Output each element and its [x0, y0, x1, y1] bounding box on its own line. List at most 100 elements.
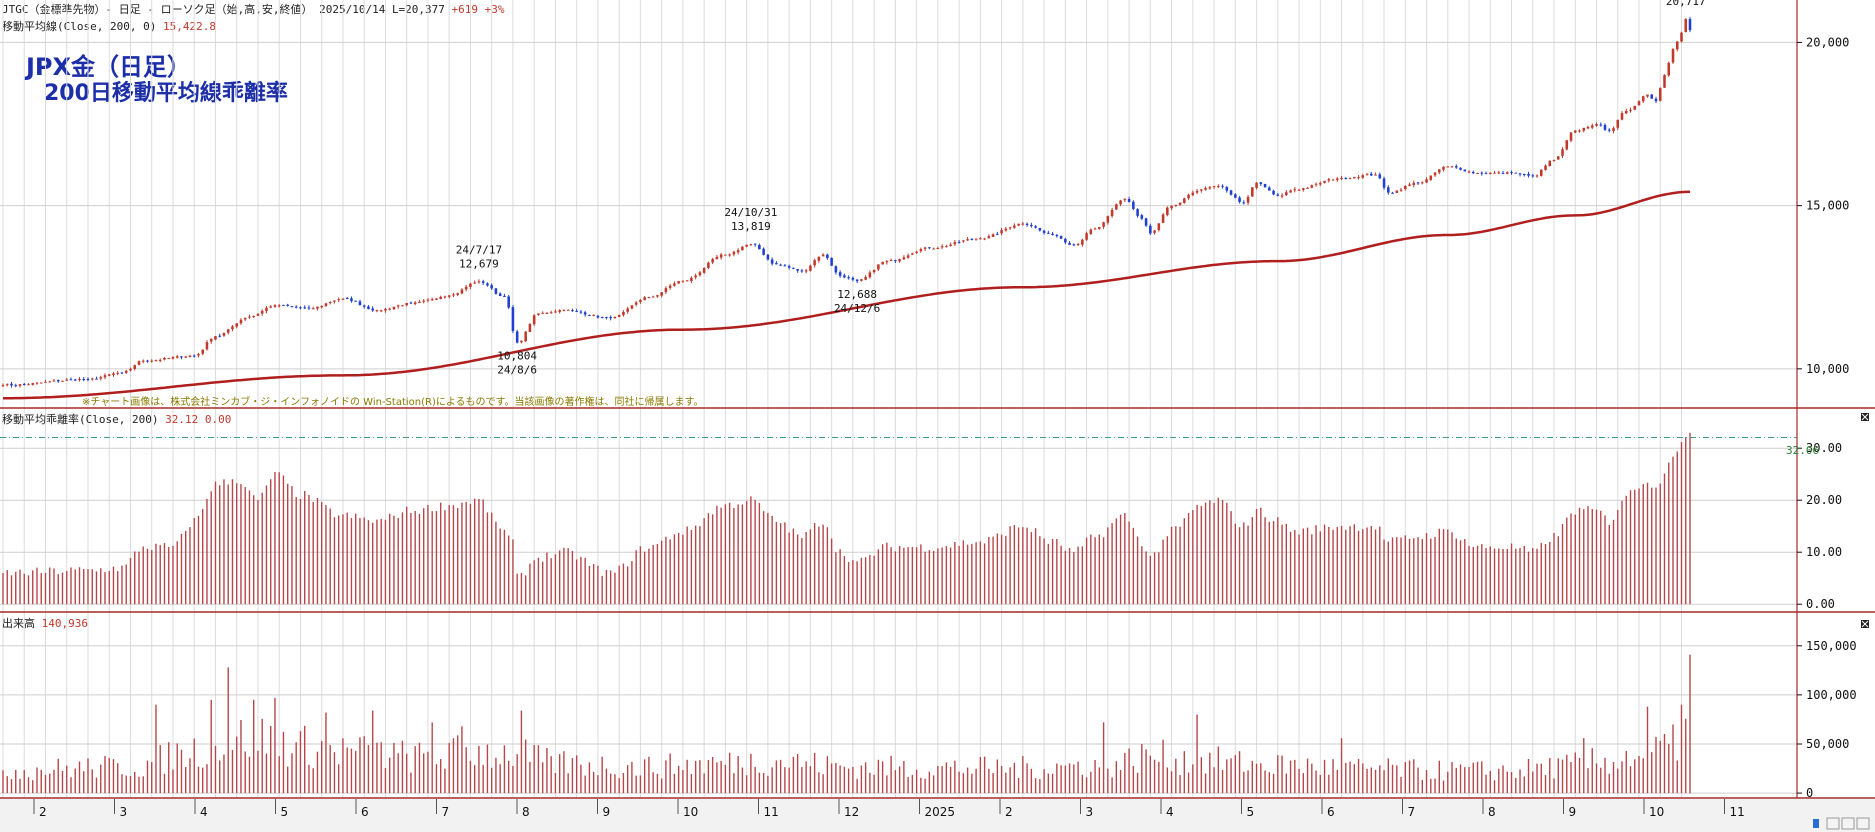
candle-body: [1620, 113, 1624, 120]
candle-body: [1008, 227, 1012, 229]
candle-body: [146, 360, 149, 362]
candle-body: [979, 238, 982, 240]
price-annotation-label: 24/8/6: [497, 364, 537, 377]
candle-body: [65, 379, 69, 381]
y-tick-label: 0.00: [1806, 597, 1835, 611]
candle-body: [915, 251, 918, 253]
fit-view-icon[interactable]: [1856, 817, 1870, 830]
candle-body: [766, 254, 770, 260]
candle-body: [1365, 174, 1369, 176]
candle-body: [18, 384, 22, 386]
candle-body: [1115, 204, 1118, 210]
candle-body: [235, 323, 238, 327]
candle-body: [1280, 195, 1284, 197]
candle-body: [1323, 180, 1326, 183]
candle-body: [1123, 199, 1127, 201]
x-tick-label: 7: [1407, 805, 1415, 819]
candle-body: [103, 375, 107, 378]
candle-body: [35, 382, 39, 384]
y-tick-label: 20,000: [1806, 35, 1849, 49]
candle-body: [881, 261, 884, 265]
candle-body: [838, 272, 842, 276]
candle-body: [1556, 156, 1560, 160]
candle-body: [1501, 172, 1505, 174]
candle-body: [613, 316, 617, 318]
candle-body: [1514, 172, 1518, 174]
x-tick-label: 9: [1568, 805, 1576, 819]
candle-body: [1374, 174, 1377, 176]
candle-body: [545, 312, 549, 314]
candle-body: [52, 380, 56, 382]
candle-body: [392, 306, 396, 310]
candle-body: [605, 317, 608, 319]
candle-body: [498, 293, 502, 296]
candle-body: [983, 238, 986, 240]
candle-body: [303, 307, 306, 309]
candle-body: [1467, 171, 1471, 173]
candle-body: [1038, 227, 1042, 231]
candle-body: [384, 308, 387, 311]
candle-body: [1000, 230, 1003, 234]
candle-body: [639, 299, 642, 303]
candle-body: [354, 300, 357, 302]
candle-body: [1561, 149, 1564, 156]
candle-body: [197, 354, 200, 356]
candle-body: [1, 385, 5, 387]
candle-body: [1212, 186, 1216, 188]
candle-body: [311, 308, 315, 310]
candle-body: [732, 251, 736, 255]
candle-body: [1183, 198, 1186, 203]
candle-body: [1582, 127, 1586, 131]
zoom-in-icon[interactable]: [1826, 817, 1840, 830]
scroll-thumb-icon[interactable]: [1813, 819, 1819, 828]
candle-body: [124, 370, 128, 373]
close-deviation-panel-icon[interactable]: [1861, 413, 1869, 421]
x-tick-label: 11: [1729, 805, 1744, 819]
candle-body: [668, 285, 672, 288]
candle-body: [1119, 200, 1122, 205]
chart-title-line-1: JPX金（日足）: [24, 53, 191, 81]
candle-body: [1489, 172, 1492, 174]
candle-body: [515, 331, 519, 343]
candle-body: [282, 304, 285, 306]
close-volume-panel-icon[interactable]: [1861, 620, 1869, 628]
candle-body: [141, 360, 145, 362]
candle-body: [1535, 175, 1539, 177]
candle-body: [456, 293, 459, 295]
price-annotation-label: 20,717: [1666, 0, 1706, 8]
candle-body: [817, 256, 821, 261]
candle-body: [1238, 197, 1241, 203]
header-line: JTGC（金標準先物）- 日足 - ローソク足（始,高,安,終値） 2025/1…: [2, 2, 505, 16]
candle-body: [626, 308, 629, 312]
candle-body: [1106, 216, 1110, 223]
candle-body: [796, 269, 799, 271]
candle-body: [350, 298, 353, 302]
candle-body: [1102, 222, 1105, 227]
candle-body: [860, 279, 863, 281]
x-tick-label: 3: [119, 805, 127, 819]
candle-body: [762, 248, 765, 255]
candle-body: [651, 296, 655, 298]
candle-body: [1484, 173, 1488, 175]
candle-body: [711, 259, 714, 263]
candle-body: [1412, 182, 1416, 185]
candle-body: [1306, 187, 1309, 189]
candle-body: [813, 260, 816, 266]
candle-body: [673, 283, 676, 286]
candle-body: [1076, 244, 1080, 246]
zoom-out-icon[interactable]: [1841, 817, 1855, 830]
candle-body: [1518, 173, 1522, 175]
candle-body: [1378, 174, 1382, 179]
candle-body: [273, 305, 277, 307]
candle-body: [367, 306, 370, 310]
candle-body: [1429, 175, 1433, 180]
candle-body: [792, 267, 795, 269]
candle-body: [69, 379, 73, 381]
candle-body: [1531, 175, 1535, 177]
candle-body: [634, 302, 638, 305]
x-tick-label: 8: [1488, 805, 1496, 819]
candle-body: [834, 266, 838, 273]
candle-body: [698, 272, 702, 276]
candle-body: [1361, 175, 1365, 178]
